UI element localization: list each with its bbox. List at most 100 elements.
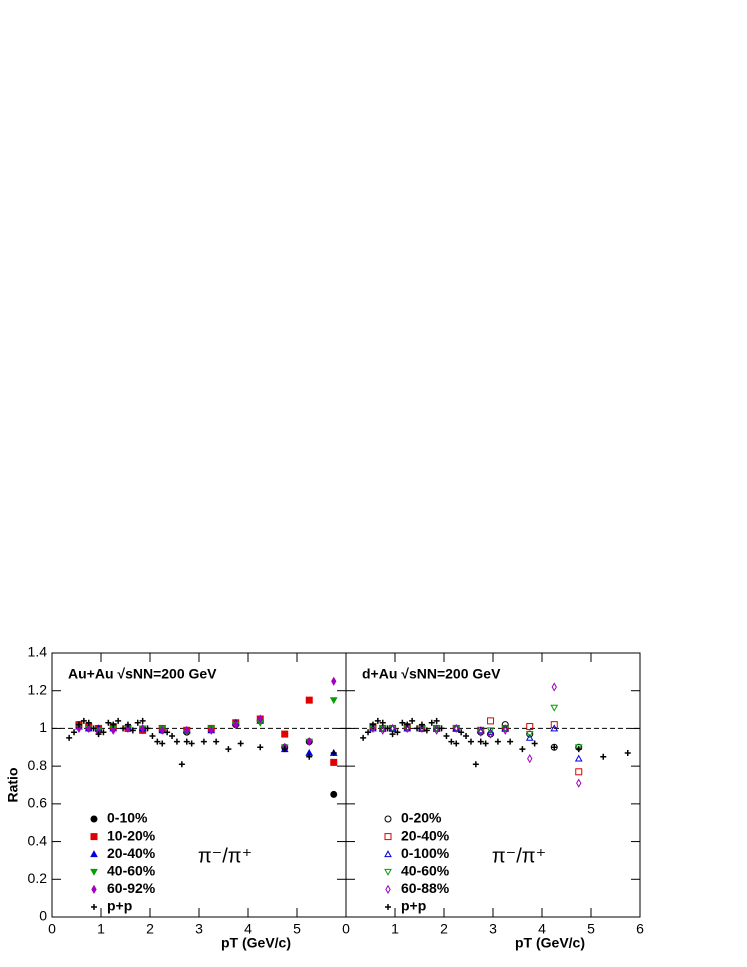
x-tick-label: 4 <box>244 921 252 937</box>
marker <box>576 778 582 788</box>
marker <box>330 790 338 798</box>
marker <box>159 725 165 735</box>
marker <box>115 717 122 724</box>
marker <box>467 738 474 745</box>
x-tick-label: 1 <box>391 921 399 937</box>
y-tick-label: 0.4 <box>28 832 48 848</box>
marker <box>178 761 185 768</box>
marker <box>120 725 127 732</box>
marker <box>624 749 631 756</box>
marker <box>233 720 239 730</box>
marker <box>184 725 190 735</box>
marker <box>370 723 376 734</box>
legend-label: p+p <box>401 898 426 914</box>
marker <box>487 729 494 739</box>
marker <box>159 740 166 747</box>
y-tick-label: 0 <box>39 908 47 924</box>
marker <box>463 732 470 739</box>
marker <box>281 730 289 738</box>
marker <box>95 731 102 738</box>
legend-marker <box>385 904 391 910</box>
marker <box>486 727 495 735</box>
marker <box>188 740 195 747</box>
marker <box>438 725 445 732</box>
marker <box>330 749 337 756</box>
legend-label: p+p <box>107 898 132 914</box>
marker <box>418 721 425 728</box>
marker <box>257 744 264 751</box>
marker <box>478 727 484 737</box>
marker <box>76 723 82 734</box>
marker <box>526 723 534 731</box>
legend-label: 0-10% <box>107 810 148 826</box>
legend-marker <box>384 850 392 858</box>
panel-title: d+Au √sNN=200 GeV <box>362 666 501 682</box>
x-tick-label: 2 <box>440 921 448 937</box>
legend-marker <box>91 904 97 910</box>
marker <box>525 731 534 739</box>
marker <box>404 723 410 734</box>
panel-title: Au+Au √sNN=200 GeV <box>68 666 217 682</box>
legend-marker <box>384 833 392 841</box>
marker <box>482 740 489 747</box>
marker <box>225 746 232 753</box>
marker <box>494 738 501 745</box>
marker <box>173 738 180 745</box>
marker <box>139 717 146 724</box>
x-tick-label: 3 <box>489 921 497 937</box>
legend-label: 60-92% <box>107 880 156 896</box>
x-tick-label: 5 <box>293 921 301 937</box>
marker <box>330 758 338 766</box>
marker <box>575 768 583 776</box>
marker <box>423 727 430 734</box>
legend-label: 0-20% <box>401 810 442 826</box>
marker <box>80 717 87 724</box>
y-axis-label: Ratio <box>5 768 21 803</box>
marker <box>443 732 450 739</box>
marker <box>90 725 97 732</box>
marker <box>71 729 78 736</box>
marker <box>374 717 381 724</box>
marker <box>472 761 479 768</box>
marker <box>519 746 526 753</box>
marker <box>394 729 401 736</box>
x-tick-label: 1 <box>97 921 105 937</box>
marker <box>477 738 484 745</box>
annotation: π⁻/π⁺ <box>492 845 546 867</box>
marker <box>525 733 534 741</box>
annotation: π⁻/π⁺ <box>198 845 252 867</box>
marker <box>100 729 107 736</box>
marker <box>144 725 151 732</box>
marker <box>365 729 372 736</box>
marker <box>384 725 391 732</box>
marker <box>154 738 161 745</box>
marker <box>369 721 376 728</box>
marker <box>379 719 386 726</box>
legend-marker <box>384 815 392 823</box>
marker <box>487 717 495 725</box>
x-axis-label: pT (GeV/c) <box>221 935 291 951</box>
marker <box>399 719 406 726</box>
marker <box>453 740 460 747</box>
legend-label: 40-60% <box>401 863 450 879</box>
x-tick-label: 5 <box>587 921 595 937</box>
marker <box>448 738 455 745</box>
y-tick-label: 1.2 <box>28 681 48 697</box>
marker <box>331 676 337 686</box>
marker <box>110 725 116 735</box>
marker <box>124 721 131 728</box>
marker <box>507 738 514 745</box>
x-axis-label: pT (GeV/c) <box>515 935 585 951</box>
x-tick-label: 4 <box>538 921 546 937</box>
marker <box>281 746 288 753</box>
marker <box>575 746 582 753</box>
legend-label: 20-40% <box>107 845 156 861</box>
marker <box>380 725 386 735</box>
legend-marker <box>90 868 98 876</box>
marker <box>360 734 367 741</box>
marker <box>502 725 508 735</box>
y-tick-label: 0.8 <box>28 757 48 773</box>
marker <box>419 723 425 734</box>
